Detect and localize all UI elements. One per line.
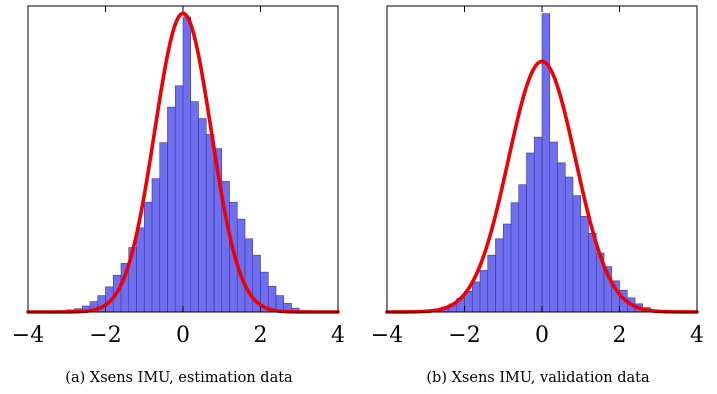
histogram-bar <box>167 106 176 313</box>
x-tick-label: −2 <box>89 323 121 348</box>
bars-group <box>66 16 300 313</box>
histogram-bar <box>159 142 168 313</box>
caption-a: (a) Xsens IMU, estimation data <box>65 370 293 386</box>
histogram-bar <box>244 238 254 313</box>
histogram-panel-b: −4 −2 0 2 4 (b) Xsens IMU, validation data <box>359 0 717 394</box>
histogram-bar <box>479 270 489 313</box>
bars-group <box>425 13 659 313</box>
histogram-bar <box>143 201 153 313</box>
x-tick-label: 2 <box>613 323 627 348</box>
histogram-bar <box>198 118 207 313</box>
x-tick-label: 0 <box>535 323 549 348</box>
histogram-bar <box>549 141 558 313</box>
histogram-bar <box>495 238 504 313</box>
histogram-bar <box>190 101 199 313</box>
histogram-bar <box>557 162 566 313</box>
histogram-bar <box>526 152 535 313</box>
histogram-bar <box>510 202 520 313</box>
histogram-panel-a: −4 −2 0 2 4 (a) Xsens IMU, estimation data <box>0 0 358 394</box>
histogram-bar <box>182 16 192 313</box>
histogram-chart-a: −4 −2 0 2 4 <box>12 5 345 348</box>
histogram-bar <box>518 184 527 313</box>
x-tick-label: 4 <box>331 323 345 348</box>
histogram-bar <box>174 85 184 313</box>
histogram-bar <box>572 195 582 313</box>
gaussian-fit-curve <box>385 59 699 314</box>
histogram-bar <box>541 13 551 313</box>
histogram-bar <box>502 223 512 313</box>
x-tick-label: −4 <box>371 323 403 348</box>
x-tick-label: −2 <box>448 323 480 348</box>
histogram-bar <box>471 281 481 313</box>
histogram-bar <box>580 216 589 313</box>
histogram-bar <box>205 134 215 313</box>
histogram-bar <box>564 176 574 313</box>
histogram-bar <box>151 178 161 313</box>
histogram-bar <box>136 227 145 313</box>
histogram-chart-b: −4 −2 0 2 4 <box>371 5 704 348</box>
x-tick-label: 2 <box>254 323 268 348</box>
x-tick-label: 0 <box>176 323 190 348</box>
x-tick-label: 4 <box>690 323 704 348</box>
caption-b: (b) Xsens IMU, validation data <box>426 370 650 386</box>
histogram-bar <box>487 254 496 313</box>
histogram-bar <box>533 136 543 313</box>
x-tick-label: −4 <box>12 323 44 348</box>
